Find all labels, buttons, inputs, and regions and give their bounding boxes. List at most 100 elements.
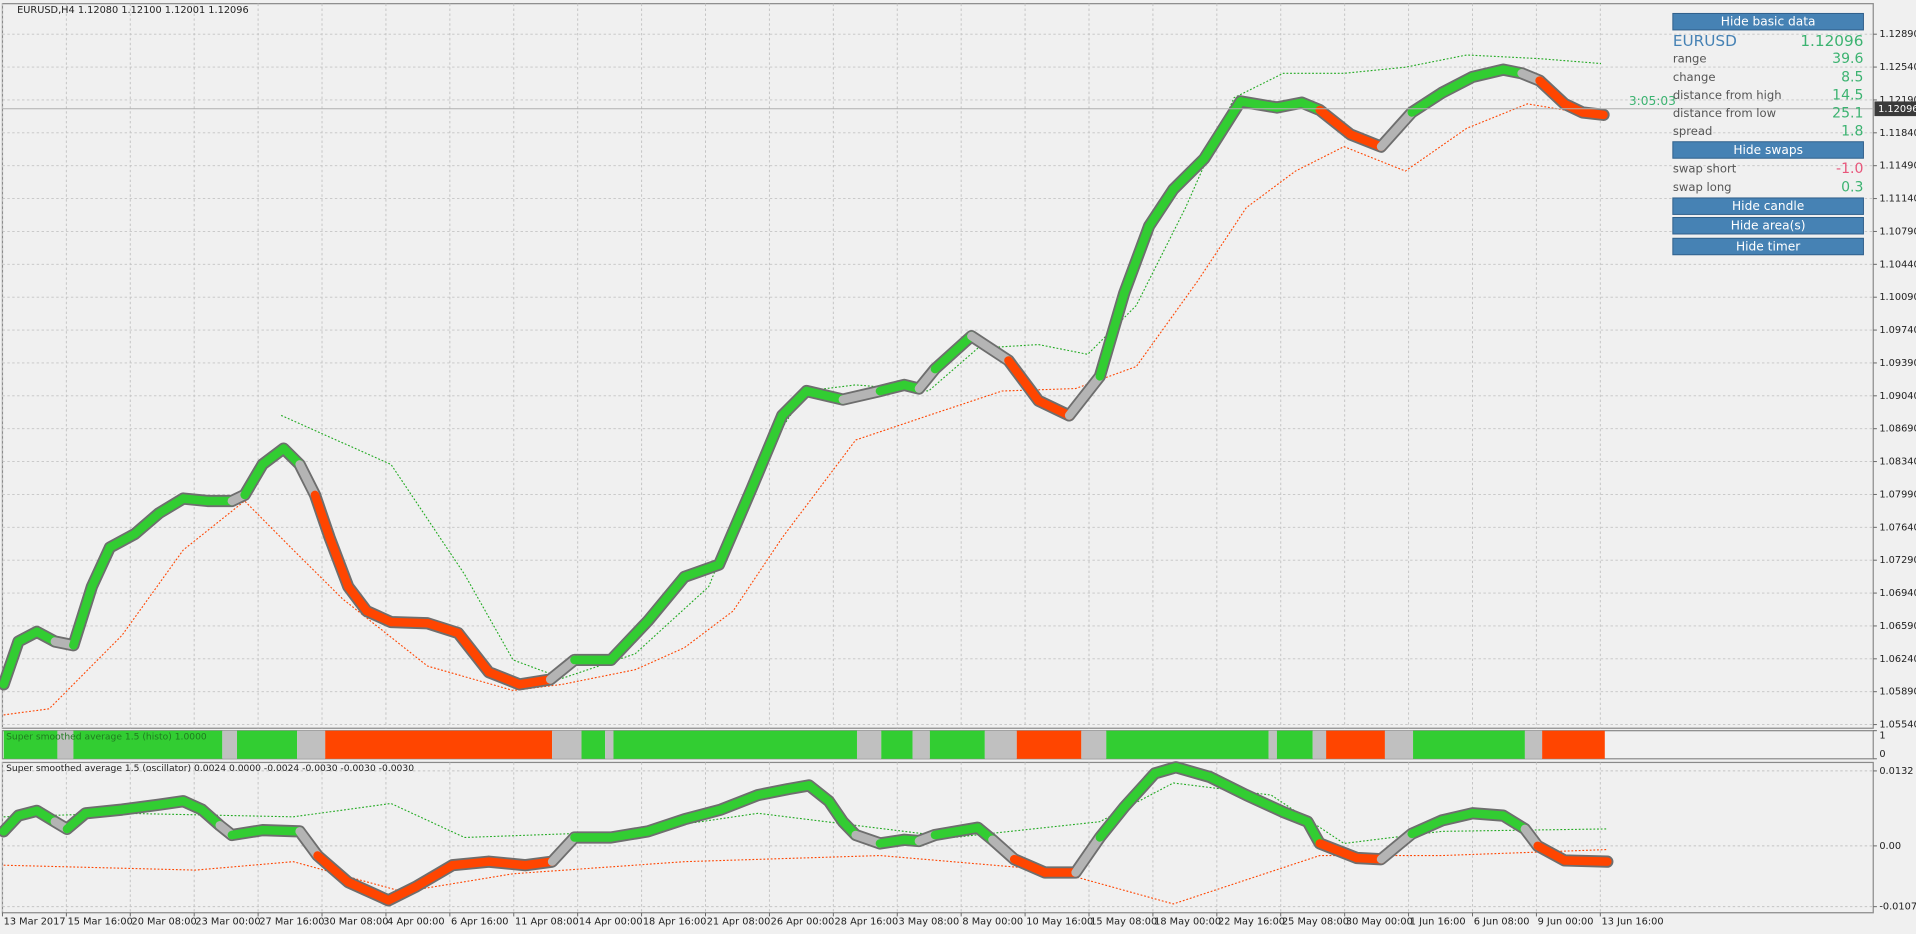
smoothed-segment bbox=[545, 655, 579, 684]
smoothed-segment bbox=[680, 805, 726, 824]
histo-bar bbox=[856, 730, 882, 759]
info-label: distance from high bbox=[1673, 88, 1782, 102]
y-tick-label: 1.05540 bbox=[1879, 720, 1916, 731]
panel-button[interactable] bbox=[1672, 217, 1864, 235]
symbol-name: EURUSD bbox=[1673, 32, 1737, 50]
panel-button[interactable] bbox=[1672, 237, 1864, 256]
y-tick-label: -0.0107 bbox=[1879, 902, 1916, 913]
smoothed-segment bbox=[1407, 816, 1447, 839]
info-label: distance from low bbox=[1673, 106, 1776, 120]
panel-button-label[interactable]: Hide basic data bbox=[1721, 14, 1816, 28]
smoothed-segment bbox=[777, 386, 811, 420]
smoothed-segment bbox=[227, 825, 267, 840]
x-tick-label: 1 Jun 16:00 bbox=[1410, 916, 1466, 927]
info-value: 0.3 bbox=[1841, 179, 1863, 195]
info-value: 25.1 bbox=[1832, 106, 1863, 122]
smoothed-segment bbox=[1119, 769, 1160, 812]
panel-button[interactable] bbox=[1672, 141, 1864, 159]
histo-bar bbox=[1276, 730, 1313, 759]
smoothed-segment bbox=[295, 827, 322, 860]
histo-bar bbox=[1326, 730, 1385, 759]
smoothed-segment bbox=[515, 675, 555, 689]
histo-bar bbox=[581, 730, 606, 759]
smoothed-segment bbox=[484, 857, 530, 870]
smoothed-segment bbox=[1171, 762, 1215, 782]
x-tick-label: 21 Apr 08:00 bbox=[707, 916, 771, 927]
histo-bar bbox=[73, 730, 223, 759]
x-tick-label: 8 May 00:00 bbox=[962, 916, 1023, 927]
smoothed-segment bbox=[1560, 856, 1612, 866]
x-tick-label: 6 Jun 08:00 bbox=[1474, 916, 1530, 927]
y-tick-label: 1.07640 bbox=[1879, 522, 1916, 533]
histo-bar bbox=[881, 730, 913, 759]
smoothed-segment bbox=[310, 490, 334, 543]
smoothed-segment bbox=[802, 386, 848, 404]
band-line bbox=[3, 782, 1608, 845]
info-label: swap long bbox=[1673, 180, 1732, 194]
smoothed-segment bbox=[1095, 802, 1129, 842]
smoothed-segment bbox=[423, 618, 463, 638]
smoothed-segment bbox=[1468, 65, 1508, 82]
smoothed-segment bbox=[714, 484, 756, 569]
smoothed-segment bbox=[606, 827, 653, 842]
smoothed-segment bbox=[1376, 829, 1417, 864]
panel-button[interactable] bbox=[1672, 197, 1864, 215]
y-tick-label: 1.07290 bbox=[1879, 555, 1916, 566]
smoothed-segment bbox=[343, 582, 372, 616]
panel-button-label[interactable]: Hide timer bbox=[1736, 239, 1801, 253]
histo-bar bbox=[297, 730, 326, 759]
x-tick-label: 18 Apr 16:00 bbox=[643, 916, 707, 927]
panel-button-label[interactable]: Hide candle bbox=[1732, 199, 1804, 213]
y-tick-label: 0 bbox=[1879, 749, 1885, 760]
smoothed-segment bbox=[386, 617, 432, 628]
y-tick-label: 1.10440 bbox=[1879, 259, 1916, 270]
info-label: swap short bbox=[1673, 162, 1737, 176]
y-tick-label: 1.11140 bbox=[1879, 194, 1916, 205]
x-tick-label: 15 May 08:00 bbox=[1090, 916, 1157, 927]
panel-button-label[interactable]: Hide swaps bbox=[1733, 143, 1803, 157]
panel-button-label[interactable]: Hide area(s) bbox=[1731, 219, 1806, 233]
y-tick-label: 1.09740 bbox=[1879, 325, 1916, 336]
smoothed-segment bbox=[295, 460, 320, 500]
smoothed-segment bbox=[69, 582, 97, 650]
histo-bar bbox=[1268, 730, 1277, 759]
y-tick-label: 1.08690 bbox=[1879, 424, 1916, 435]
y-tick-label: 1.12540 bbox=[1879, 62, 1916, 73]
smoothed-segment bbox=[1241, 790, 1288, 817]
histo-bar bbox=[1524, 730, 1543, 759]
histo-bar bbox=[552, 730, 582, 759]
band-line bbox=[3, 103, 1602, 716]
y-tick-label: 1.07990 bbox=[1879, 489, 1916, 500]
smoothed-segment bbox=[1578, 108, 1608, 120]
info-value: 39.6 bbox=[1832, 51, 1863, 67]
smoothed-segment bbox=[154, 494, 188, 518]
symbol-price: 1.12096 bbox=[1800, 32, 1863, 50]
smoothed-segment bbox=[1119, 221, 1154, 298]
x-tick-label: 4 Apr 00:00 bbox=[387, 916, 444, 927]
smoothed-segment bbox=[384, 882, 420, 905]
band-line bbox=[280, 54, 1602, 679]
panel-button[interactable] bbox=[1672, 12, 1864, 31]
smoothed-segment bbox=[1279, 807, 1312, 826]
smoothed-segment bbox=[1346, 130, 1386, 151]
smoothed-segment bbox=[453, 628, 494, 677]
smoothed-segment bbox=[1236, 97, 1282, 112]
histo-bar bbox=[1312, 730, 1327, 759]
smoothed-segment bbox=[606, 616, 653, 665]
x-tick-label: 23 Mar 00:00 bbox=[195, 916, 260, 927]
x-tick-label: 15 Mar 16:00 bbox=[68, 916, 133, 927]
x-tick-label: 14 Apr 00:00 bbox=[579, 916, 643, 927]
smoothed-segment bbox=[930, 823, 983, 840]
smoothed-segment bbox=[362, 606, 396, 627]
candle-timer: 3:05:03 bbox=[1629, 94, 1676, 108]
x-tick-label: 3 May 08:00 bbox=[898, 916, 959, 927]
histo-bar bbox=[912, 730, 930, 759]
info-label: spread bbox=[1673, 124, 1713, 138]
histo-bar bbox=[1542, 730, 1605, 759]
smoothed-segment bbox=[313, 851, 353, 887]
smoothed-segment bbox=[643, 572, 689, 626]
smoothed-segment bbox=[988, 835, 1019, 864]
histo-bar bbox=[1081, 730, 1107, 759]
panel-title: Super smoothed average 1.5 (oscillator) … bbox=[6, 763, 414, 774]
